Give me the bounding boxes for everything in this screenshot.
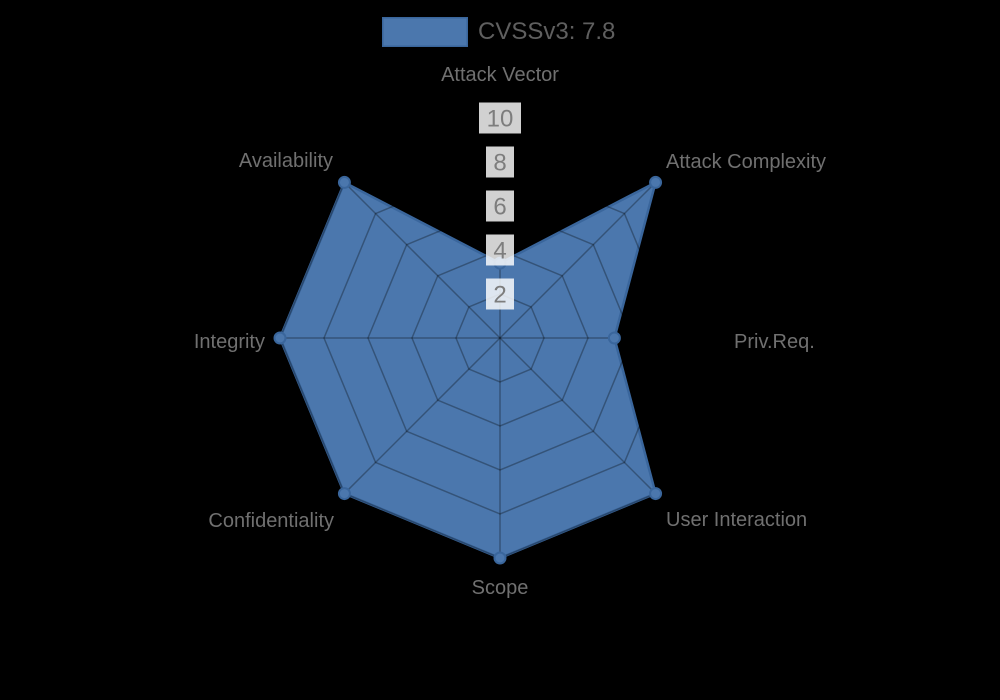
axis-label-priv-req: Priv.Req. bbox=[734, 331, 815, 353]
tick-label-2: 2 bbox=[493, 282, 506, 309]
tick-backdrop-6 bbox=[486, 190, 514, 222]
tick-label-4: 4 bbox=[493, 238, 506, 265]
tick-label-8: 8 bbox=[493, 150, 506, 177]
data-point-1 bbox=[649, 175, 663, 189]
data-point-4 bbox=[493, 551, 507, 565]
axis-label-scope: Scope bbox=[472, 577, 529, 599]
grid-ring-2 bbox=[455, 293, 545, 383]
legend: CVSSv3: 7.8 bbox=[382, 17, 615, 47]
tick-backdrop-8 bbox=[486, 146, 514, 178]
grid-ring-8 bbox=[323, 161, 677, 515]
angle-line-3 bbox=[499, 337, 657, 495]
axis-label-integrity: Integrity bbox=[194, 331, 265, 353]
tick-backdrop-2 bbox=[486, 278, 514, 310]
tick-label-6: 6 bbox=[493, 194, 506, 221]
axis-label-attack-complexity: Attack Complexity bbox=[666, 151, 826, 173]
angle-line-5 bbox=[343, 337, 501, 495]
angle-line-7 bbox=[343, 181, 501, 339]
legend-swatch[interactable] bbox=[382, 17, 468, 47]
data-point-3 bbox=[649, 487, 663, 501]
legend-label[interactable]: CVSSv3: 7.8 bbox=[478, 18, 616, 45]
tick-label-10: 10 bbox=[487, 106, 514, 133]
axis-label-user-interaction: User Interaction bbox=[666, 509, 807, 531]
tick-backdrop-4 bbox=[486, 234, 514, 266]
axis-label-attack-vector: Attack Vector bbox=[441, 64, 559, 86]
data-point-6 bbox=[273, 331, 287, 345]
angle-line-1 bbox=[499, 181, 657, 339]
data-point-2 bbox=[607, 331, 621, 345]
grid-ring-6 bbox=[367, 205, 633, 471]
data-point-5 bbox=[337, 487, 351, 501]
data-point-7 bbox=[337, 175, 351, 189]
axis-label-confidentiality: Confidentiality bbox=[208, 510, 334, 532]
grid-ring-4 bbox=[411, 249, 589, 427]
tick-backdrop-10 bbox=[479, 102, 521, 134]
axis-label-availability: Availability bbox=[239, 150, 333, 172]
